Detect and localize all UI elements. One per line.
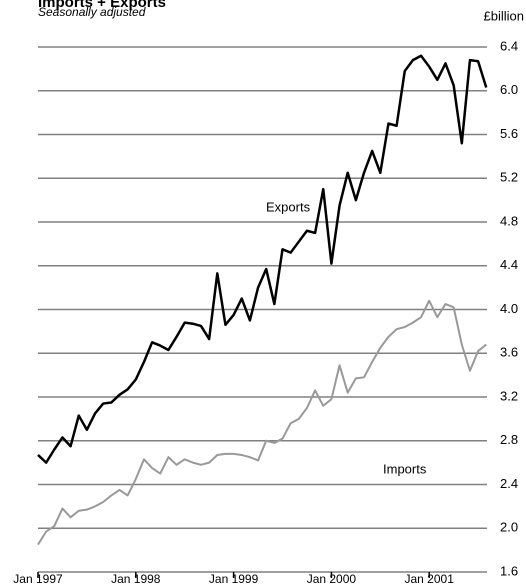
y-tick-label: 2.4	[500, 476, 518, 491]
y-axis-label: £billion	[484, 8, 524, 23]
x-tick-label: Jan 1997	[13, 572, 63, 586]
y-tick-label: 3.6	[500, 345, 518, 360]
y-tick-label: 6.0	[500, 82, 518, 97]
chart-subtitle: Seasonally adjusted	[38, 5, 146, 19]
line-series	[37, 299, 487, 546]
y-tick-label: 5.6	[500, 126, 518, 141]
y-tick-label: 2.0	[500, 520, 518, 535]
y-tick-label: 1.6	[500, 563, 518, 578]
series-label: Imports	[383, 461, 427, 476]
y-tick-label: 6.4	[500, 38, 518, 53]
chart-title: Imports + Exports	[38, 0, 166, 11]
line-series	[37, 54, 488, 464]
y-tick-label: 2.8	[500, 432, 518, 447]
y-tick-label: 4.0	[500, 301, 518, 316]
y-tick-label: 4.4	[500, 257, 518, 272]
y-tick-label: 5.2	[500, 170, 518, 185]
y-tick-label: 4.8	[500, 213, 518, 228]
y-tick-label: 3.2	[500, 388, 518, 403]
x-tick-label: Jan 2001	[405, 572, 455, 586]
series-label: Exports	[266, 199, 311, 214]
x-tick-label: Jan 1998	[111, 572, 161, 586]
x-tick-label: Jan 2000	[307, 572, 357, 586]
x-tick-label: Jan 1999	[209, 572, 259, 586]
